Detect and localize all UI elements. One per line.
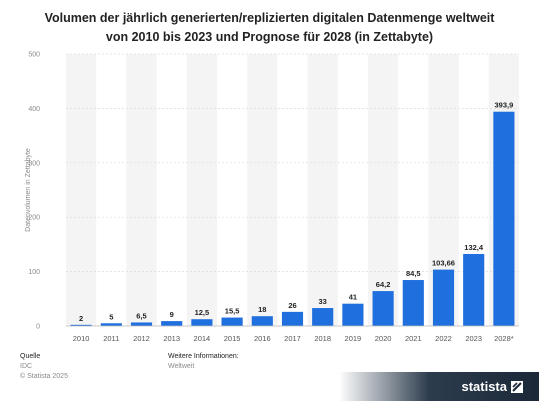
chart-title: Volumen der jährlich generierten/replizi… [0, 9, 539, 47]
data-label: 103,66 [432, 259, 455, 268]
chart-title-line-2: von 2010 bis 2023 und Prognose für 2028 … [105, 30, 434, 44]
x-tick-label: 2011 [103, 334, 119, 343]
x-tick-label: 2013 [163, 334, 180, 343]
x-tick-label: 2019 [345, 334, 362, 343]
x-tick-label: 2015 [224, 334, 241, 343]
data-label: 33 [319, 297, 327, 306]
x-tick-label: 2017 [284, 334, 301, 343]
x-tick-label: 2018 [314, 334, 331, 343]
data-label: 5 [109, 312, 113, 321]
y-axis-label: Datenvolumen in Zettabyte [25, 148, 32, 232]
bar [100, 323, 122, 326]
bar [463, 253, 485, 326]
x-tick-label: 2022 [435, 334, 452, 343]
data-label: 84,5 [406, 269, 421, 278]
source-block: Quelle IDC © Statista 2025 [20, 352, 68, 382]
brand-bar [339, 372, 539, 401]
data-label: 12,5 [195, 308, 210, 317]
x-tick-label: 2021 [405, 334, 422, 343]
y-tick-label: 500 [28, 52, 40, 59]
y-tick-label: 400 [28, 106, 40, 113]
bar [191, 319, 213, 326]
bar [432, 269, 455, 326]
data-label: 41 [349, 293, 357, 302]
x-tick-label: 2010 [73, 334, 90, 343]
source-value: IDC [20, 363, 33, 370]
chart-title-line-1: Volumen der jährlich generierten/replizi… [44, 11, 495, 25]
column-band [126, 54, 157, 326]
bar [221, 317, 243, 326]
data-label: 6,5 [136, 311, 146, 320]
bar [493, 111, 515, 326]
column-band [186, 54, 217, 326]
data-label: 26 [288, 301, 296, 310]
source-label: Quelle [20, 353, 41, 360]
x-tick-label: 2012 [133, 334, 150, 343]
bar [342, 303, 364, 326]
data-label: 15,5 [225, 307, 240, 316]
info-block: Weitere Informationen: Weltweit [168, 352, 239, 372]
statista-logo-icon [511, 380, 523, 393]
x-tick-label: 2016 [254, 334, 271, 343]
info-value: Weltweit [168, 363, 195, 370]
x-tick-label: 2020 [375, 334, 392, 343]
column-band [66, 54, 97, 326]
bar [312, 308, 334, 326]
data-label: 9 [170, 310, 174, 319]
column-band [368, 54, 399, 326]
column-band [307, 54, 338, 326]
y-tick-label: 300 [28, 160, 40, 167]
y-tick-label: 100 [28, 269, 40, 276]
copyright-text: © Statista 2025 [20, 373, 68, 380]
x-tick-label: 2028* [494, 334, 514, 343]
y-tick-label: 0 [36, 324, 40, 331]
bar [70, 324, 92, 326]
bar [281, 311, 304, 326]
bar [251, 316, 273, 326]
x-tick-label: 2023 [465, 334, 482, 343]
info-label: Weitere Informationen: [168, 353, 239, 360]
bar [372, 291, 394, 326]
data-label: 18 [258, 305, 266, 314]
y-tick-label: 200 [28, 215, 40, 222]
statista-logo-text: statista [461, 379, 507, 394]
x-tick-label: 2014 [194, 334, 211, 343]
column-band [247, 54, 278, 326]
data-label: 132,4 [464, 243, 484, 252]
bar [161, 321, 183, 326]
bar [402, 280, 424, 326]
bar [130, 322, 153, 326]
data-label: 393,9 [495, 101, 514, 110]
data-label: 2 [79, 314, 83, 323]
statista-logo[interactable]: statista [461, 379, 523, 394]
data-label: 64,2 [376, 280, 391, 289]
